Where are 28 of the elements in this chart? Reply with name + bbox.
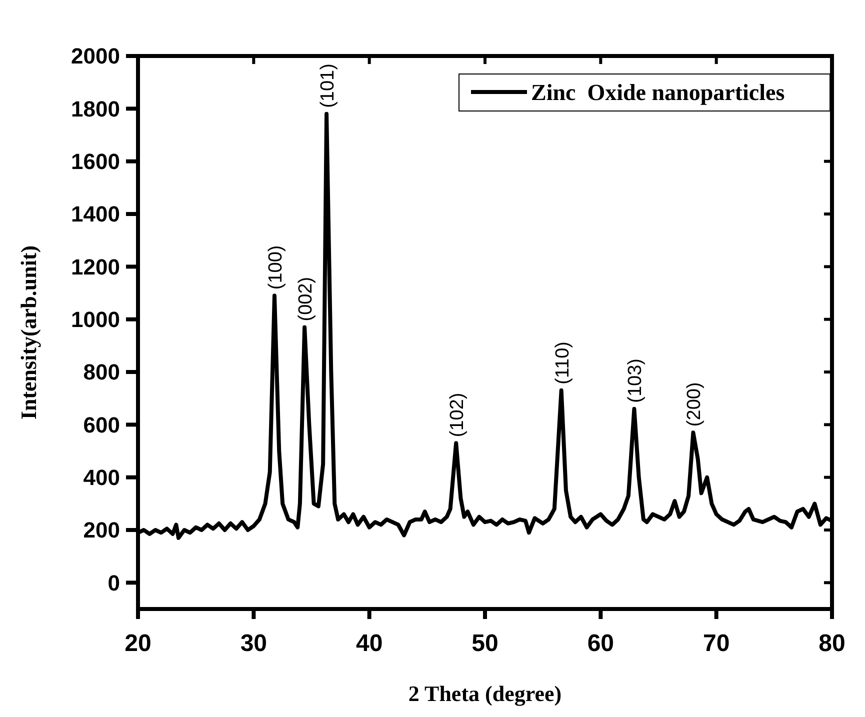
y-tick-label: 2000 (71, 44, 120, 69)
y-tick-label: 1600 (71, 149, 120, 174)
annotation: (101) (318, 64, 339, 108)
annotation: (002) (296, 276, 317, 322)
x-axis-title: 2 Theta (degree) (408, 681, 562, 706)
y-tick-label: 200 (83, 518, 120, 543)
y-tick-label: 1400 (71, 202, 120, 227)
y-tick-label: 1800 (71, 96, 120, 122)
legend-label: Zinc Oxide nanoparticles (531, 80, 785, 105)
y-tick-label: 1200 (71, 254, 120, 280)
annotation: (102) (447, 392, 468, 438)
x-tick-label: 80 (818, 630, 846, 657)
y-tick-label: 1000 (71, 307, 120, 332)
y-tick-label: 400 (83, 465, 120, 490)
x-tick-label: 70 (702, 630, 730, 657)
y-tick-label: 0 (108, 570, 120, 596)
annotation: (103) (625, 358, 646, 403)
x-tick-label: 20 (124, 630, 152, 657)
x-tick-label: 30 (240, 630, 268, 657)
annotation: (200) (684, 382, 706, 427)
annotation: (100) (265, 245, 286, 290)
x-tick-label: 60 (587, 630, 614, 657)
y-tick-label: 600 (83, 412, 120, 438)
x-tick-label: 50 (472, 630, 498, 657)
y-tick-label: 800 (83, 360, 120, 385)
x-tick-label: 40 (356, 630, 383, 657)
annotation: (110) (552, 341, 574, 384)
y-axis-title: Intensity(arb.unit) (16, 245, 41, 420)
